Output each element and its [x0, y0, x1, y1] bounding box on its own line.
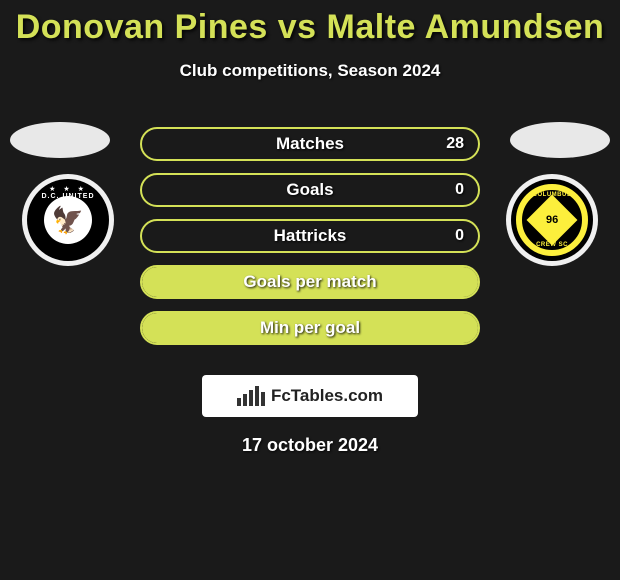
stat-row: Min per goal [0, 305, 620, 351]
bar-chart-icon [237, 386, 265, 406]
stat-bar: Matches 28 [140, 127, 480, 161]
stat-bar: Goals per match [140, 265, 480, 299]
stat-value-right: 0 [455, 227, 464, 245]
stat-label: Goals [142, 180, 478, 200]
player-avatar-right [510, 122, 610, 158]
stat-label: Hattricks [142, 226, 478, 246]
fctables-brand[interactable]: FcTables.com [202, 375, 418, 417]
eagle-icon: 🦅 [44, 196, 92, 244]
club-badge-left: ★ ★ ★ D.C. UNITED 🦅 [22, 174, 114, 266]
badge-right-label-bot: CREW SC [522, 242, 582, 248]
stat-bar: Goals 0 [140, 173, 480, 207]
brand-text: FcTables.com [271, 386, 383, 406]
badge-left-stars: ★ ★ ★ [27, 185, 109, 193]
stat-bar: Min per goal [140, 311, 480, 345]
badge-left-label: D.C. UNITED [27, 193, 109, 200]
stat-label: Matches [142, 134, 478, 154]
stat-row: Goals per match [0, 259, 620, 305]
stat-value-right: 0 [455, 181, 464, 199]
page-title: Donovan Pines vs Malte Amundsen [0, 0, 620, 47]
club-badge-right: COLUMBUS 96 CREW SC [506, 174, 598, 266]
badge-right-year: 96 [527, 195, 578, 246]
subtitle: Club competitions, Season 2024 [0, 61, 620, 81]
stat-bar: Hattricks 0 [140, 219, 480, 253]
stat-value-right: 28 [446, 135, 464, 153]
player-avatar-left [10, 122, 110, 158]
date-label: 17 october 2024 [0, 435, 620, 456]
stat-label: Goals per match [142, 272, 478, 292]
stat-label: Min per goal [142, 318, 478, 338]
